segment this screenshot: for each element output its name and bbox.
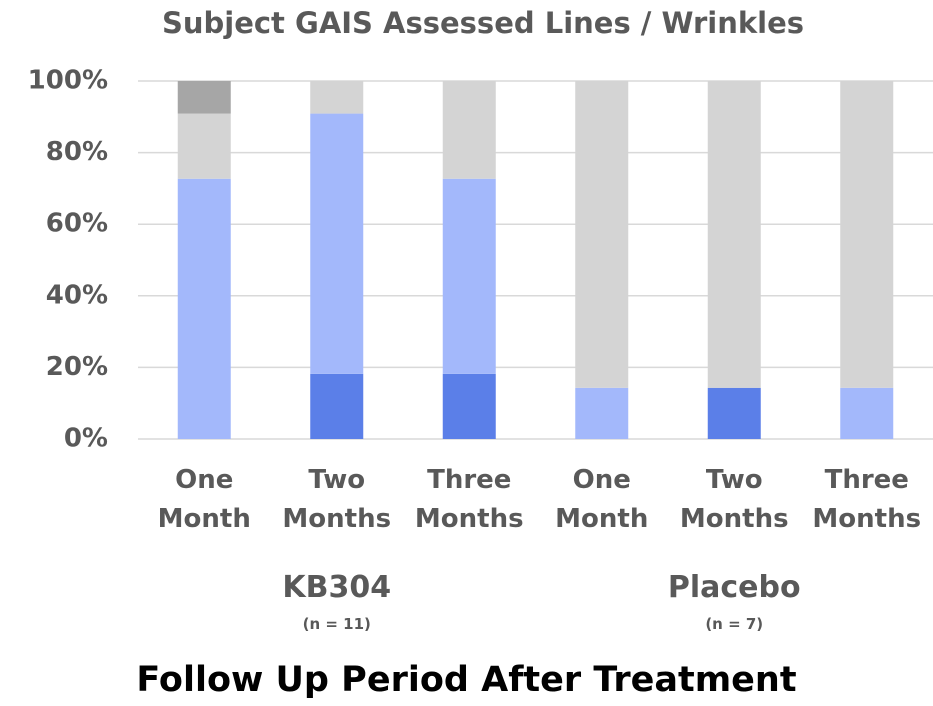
bar-segment xyxy=(177,113,231,179)
bar-segment xyxy=(442,81,496,179)
x-tick-label: One Month xyxy=(555,465,649,534)
bar-segment xyxy=(310,373,364,439)
x-tick-label: One Month xyxy=(157,465,251,534)
bar-segment xyxy=(442,178,496,374)
x-tick-label: Two Months xyxy=(282,465,392,534)
bar-segment xyxy=(707,81,761,388)
bar-segment xyxy=(177,81,231,114)
y-tick-label: 40% xyxy=(46,280,108,310)
bar-segment xyxy=(310,113,364,374)
group-note: (n = 7) xyxy=(705,615,764,633)
y-tick-label: 60% xyxy=(46,209,108,239)
y-tick-label: 0% xyxy=(64,424,108,454)
bar-segment xyxy=(707,387,761,439)
bar-segment xyxy=(442,373,496,439)
bar-segment xyxy=(575,387,629,439)
group-label: KB304 xyxy=(282,570,392,605)
bar-segment xyxy=(840,81,894,388)
group-label: Placebo xyxy=(667,570,801,605)
x-tick-label: Three Months xyxy=(414,465,524,534)
y-tick-label: 100% xyxy=(28,66,108,96)
chart-title: Subject GAIS Assessed Lines / Wrinkles xyxy=(162,6,804,40)
bar-segment xyxy=(840,387,894,439)
x-axis-label: Follow Up Period After Treatment xyxy=(136,660,797,700)
group-note: (n = 11) xyxy=(302,615,371,633)
x-tick-label: Three Months xyxy=(812,465,922,534)
bar-segment xyxy=(575,81,629,388)
y-tick-label: 20% xyxy=(46,352,108,382)
bar-segment xyxy=(177,178,231,439)
y-tick-label: 80% xyxy=(46,137,108,167)
bar-segment xyxy=(310,81,364,114)
x-tick-label: Two Months xyxy=(679,465,789,534)
